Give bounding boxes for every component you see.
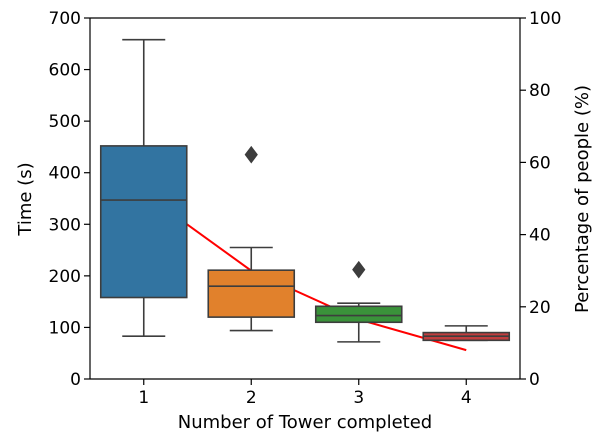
axes-layer: 0 100 200 300 400 500 600 700 0 20 40 60 80 100 1 2 3 4: [49, 9, 562, 408]
x-tick-label: 4: [461, 388, 472, 408]
y2-tick-label: 80: [529, 81, 551, 101]
x-axis-title: Number of Tower completed: [178, 412, 432, 433]
x-tick-label: 1: [138, 388, 149, 408]
box-iqr: [207, 269, 296, 318]
y-tick-label: 100: [49, 318, 81, 338]
box-group-4: [422, 325, 511, 342]
x-tick-label: 3: [353, 388, 364, 408]
trend-line-layer: [143, 192, 467, 352]
y2-tick-label: 100: [529, 9, 561, 29]
y-tick-label: 600: [49, 61, 81, 81]
y-tick-label: 400: [49, 164, 81, 184]
boxes-layer: [99, 38, 511, 343]
y-tick-label: 200: [49, 267, 81, 287]
y-axis-title: Time (s): [15, 162, 36, 236]
box-group-3: [314, 260, 403, 343]
y-tick-label: 300: [49, 215, 81, 235]
y-tick-label: 700: [49, 9, 81, 29]
outlier-marker: [352, 260, 366, 279]
x-tick-label: 2: [246, 388, 257, 408]
y2-tick-label: 20: [529, 298, 551, 318]
box-group-1: [99, 38, 188, 337]
trend-line: [143, 192, 467, 352]
y2-tick-label: 60: [529, 153, 551, 173]
y-tick-label: 500: [49, 112, 81, 132]
y2-axis-title: Percentage of people (%): [572, 85, 593, 313]
box-iqr: [314, 305, 403, 324]
box-iqr: [99, 145, 188, 299]
outlier-marker: [244, 145, 258, 164]
y2-tick-label: 40: [529, 226, 551, 246]
y2-tick-label: 0: [529, 370, 540, 390]
box-group-2: [207, 145, 296, 332]
y-tick-label: 0: [70, 370, 81, 390]
